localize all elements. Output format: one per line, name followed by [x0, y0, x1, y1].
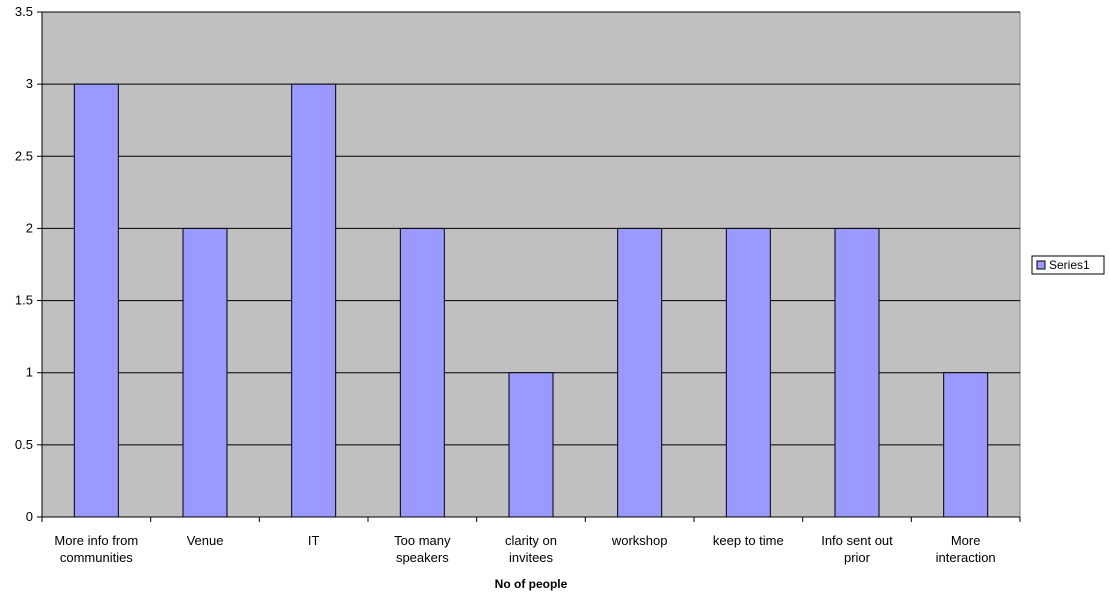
x-tick-label: prior: [844, 550, 871, 565]
y-tick-label: 2.5: [15, 148, 33, 163]
y-tick-label: 3.5: [15, 4, 33, 19]
legend-box: [1031, 255, 1105, 275]
x-tick-label: communities: [60, 550, 133, 565]
x-tick-label: More: [951, 533, 981, 548]
x-tick-label: Venue: [187, 533, 224, 548]
x-tick-label: IT: [308, 533, 320, 548]
legend-label: Series1: [1049, 258, 1090, 272]
x-tick-label: workshop: [611, 533, 668, 548]
legend: Series1: [1031, 255, 1105, 275]
legend-swatch: [1036, 260, 1046, 270]
x-tick-label: Too many: [394, 533, 451, 548]
axes: [37, 11, 1021, 522]
y-tick-label: 0.5: [15, 437, 33, 452]
bar: [291, 83, 337, 518]
x-axis-title: No of people: [495, 577, 568, 591]
x-tick-label: speakers: [396, 550, 449, 565]
bar: [617, 227, 663, 518]
x-tick-label: clarity on: [505, 533, 557, 548]
y-tick-label: 1: [26, 365, 33, 380]
y-tick-label: 2: [26, 220, 33, 235]
x-tick-labels: More info from communities Venue IT Too many…: [54, 533, 995, 565]
bar: [182, 227, 228, 518]
x-tick-label: interaction: [936, 550, 996, 565]
bar: [834, 227, 880, 518]
y-tick-label: 0: [26, 509, 33, 524]
y-tick-labels: 0 0.5 1 1.5 2 2.5 3 3.5: [15, 4, 33, 524]
x-tick-label: invitees: [509, 550, 554, 565]
x-tick-label: Info sent out: [821, 533, 893, 548]
y-tick-label: 1.5: [15, 293, 33, 308]
x-tick-label: More info from: [54, 533, 138, 548]
bars: [73, 83, 989, 518]
bar: [399, 227, 445, 518]
x-tick-label: keep to time: [713, 533, 784, 548]
bar: [943, 372, 989, 518]
bar: [725, 227, 771, 518]
bar: [508, 372, 554, 518]
bar: [73, 83, 119, 518]
y-tick-label: 3: [26, 76, 33, 91]
